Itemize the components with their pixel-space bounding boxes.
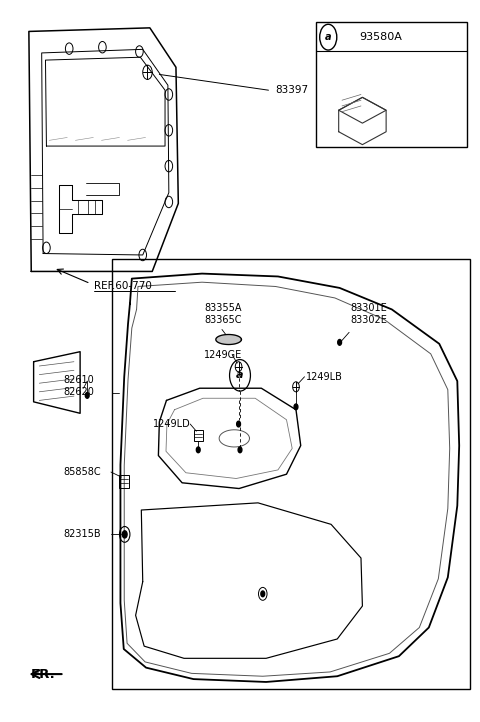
Bar [193,430,203,441]
Text: a: a [325,32,332,42]
Circle shape [294,404,298,409]
Text: 82315B: 82315B [63,529,101,539]
Text: 83397: 83397 [276,85,309,95]
Circle shape [238,447,242,453]
Text: FR.: FR. [30,668,55,681]
Text: 1249LB: 1249LB [305,372,342,382]
Text: 83301E
83302E: 83301E 83302E [350,303,387,325]
Text: 93580A: 93580A [360,32,402,42]
Text: 82610
82620: 82610 82620 [63,375,95,397]
Text: 1249GE: 1249GE [204,350,243,360]
Text: 1249LD: 1249LD [153,419,191,429]
Circle shape [85,393,89,399]
Bar [316,22,467,147]
Polygon shape [216,334,241,344]
Text: 85858C: 85858C [63,467,101,477]
Text: a: a [236,370,244,380]
Circle shape [338,339,342,345]
Circle shape [237,421,240,427]
Bar [112,259,470,689]
Circle shape [122,531,127,538]
Text: 83355A
83365C: 83355A 83365C [204,303,242,325]
Circle shape [196,447,200,453]
Circle shape [261,591,264,596]
Bar [120,475,129,488]
Text: REF.60-770: REF.60-770 [94,282,152,292]
